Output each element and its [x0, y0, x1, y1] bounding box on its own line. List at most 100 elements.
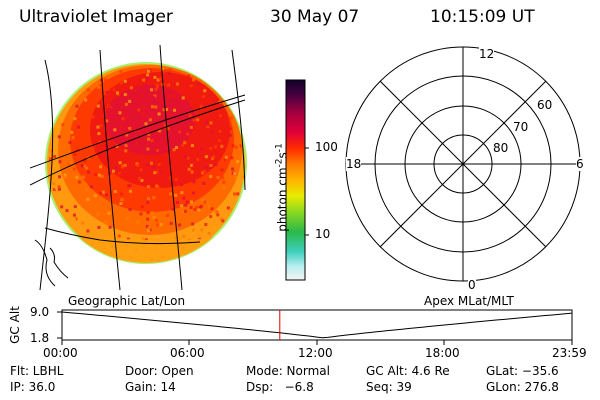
speckle: [195, 90, 199, 94]
speckle: [63, 204, 67, 208]
apex-label: Apex MLat/MLT: [424, 294, 514, 308]
speckle: [234, 145, 238, 149]
speckle: [82, 164, 86, 168]
colorbar: [285, 79, 309, 281]
speckle: [234, 176, 238, 179]
speckle: [204, 223, 208, 226]
geographic-label: Geographic Lat/Lon: [68, 294, 186, 308]
speckle: [146, 73, 150, 77]
speckle: [150, 211, 154, 215]
speckle: [242, 175, 246, 179]
speckle: [157, 162, 161, 166]
speckle: [147, 197, 150, 201]
speckle: [221, 219, 225, 223]
instrument-title: Ultraviolet Imager: [19, 7, 173, 27]
speckle: [197, 146, 201, 150]
speckle: [168, 68, 172, 72]
speckle: [65, 209, 69, 213]
speckle: [71, 136, 75, 140]
speckle: [118, 125, 122, 129]
footer-dsp: Dsp: −6.8: [246, 380, 314, 394]
speckle: [154, 88, 158, 91]
colorbar-unit-mid: s: [275, 152, 290, 159]
speckle: [192, 78, 196, 82]
altitude-curve: [61, 311, 573, 339]
speckle: [218, 129, 222, 133]
speckle: [197, 208, 201, 212]
speckle: [148, 118, 152, 122]
speckle: [77, 205, 81, 209]
speckle: [219, 217, 223, 221]
speckle: [216, 176, 220, 179]
speckle: [87, 88, 91, 92]
speckle: [154, 105, 158, 109]
speckle: [107, 146, 111, 149]
speckle: [196, 157, 200, 161]
speckle: [76, 148, 80, 152]
date-label: 30 May 07: [270, 7, 360, 27]
speckle: [91, 115, 95, 119]
speckle: [105, 119, 109, 123]
footer-seq: Seq: 39: [366, 380, 412, 394]
speckle: [85, 187, 89, 191]
speckle: [72, 213, 76, 217]
speckle: [153, 171, 157, 175]
speckle: [153, 75, 157, 79]
speckle: [52, 187, 56, 191]
speckle: [220, 144, 224, 148]
speckle: [200, 136, 204, 140]
speckle: [184, 155, 187, 159]
speckle: [218, 114, 222, 118]
footer-glon: GLon: 276.8: [486, 380, 559, 394]
speckle: [213, 226, 217, 230]
speckle: [162, 108, 166, 112]
speckle: [222, 128, 226, 132]
speckle: [121, 117, 125, 121]
speckle: [94, 172, 97, 176]
speckle: [166, 214, 170, 217]
speckle: [168, 175, 172, 179]
speckle: [228, 208, 232, 212]
speckle: [133, 88, 137, 92]
mlt-label-12: 12: [479, 47, 495, 61]
speckle: [70, 130, 74, 134]
speckle: [188, 113, 192, 117]
speckle: [171, 207, 175, 211]
speckle: [152, 166, 156, 170]
speckle: [148, 167, 152, 171]
speckle: [128, 126, 132, 130]
timeline-ytick-low: 1.8: [30, 331, 50, 345]
speckle: [96, 104, 100, 108]
speckle: [113, 128, 117, 132]
speckle: [54, 186, 58, 190]
polar-diagonal-2: [379, 80, 547, 248]
speckle: [110, 103, 114, 107]
speckle: [209, 215, 213, 219]
speckle: [144, 122, 148, 126]
footer-filter: Flt: LBHL: [10, 364, 64, 378]
speckle: [200, 228, 204, 232]
speckle: [213, 158, 217, 162]
speckle: [192, 180, 196, 184]
speckle: [84, 98, 88, 102]
speckle: [127, 184, 131, 188]
speckle: [229, 116, 233, 120]
speckle: [185, 200, 189, 204]
speckle: [209, 175, 213, 178]
speckle: [119, 81, 123, 85]
speckle: [162, 155, 166, 159]
speckle: [119, 69, 123, 73]
speckle: [141, 131, 145, 135]
colorbar-unit-exp2: -1: [274, 143, 285, 153]
timeline-xtick-label-2: 12:00: [298, 346, 333, 360]
speckle: [210, 207, 214, 211]
speckle: [83, 159, 87, 163]
speckle: [223, 164, 227, 168]
speckle: [178, 223, 182, 227]
speckle: [85, 166, 88, 170]
speckle: [129, 189, 132, 193]
speckle: [158, 170, 162, 173]
speckle: [108, 171, 112, 175]
speckle: [209, 147, 213, 150]
speckle: [211, 157, 215, 161]
